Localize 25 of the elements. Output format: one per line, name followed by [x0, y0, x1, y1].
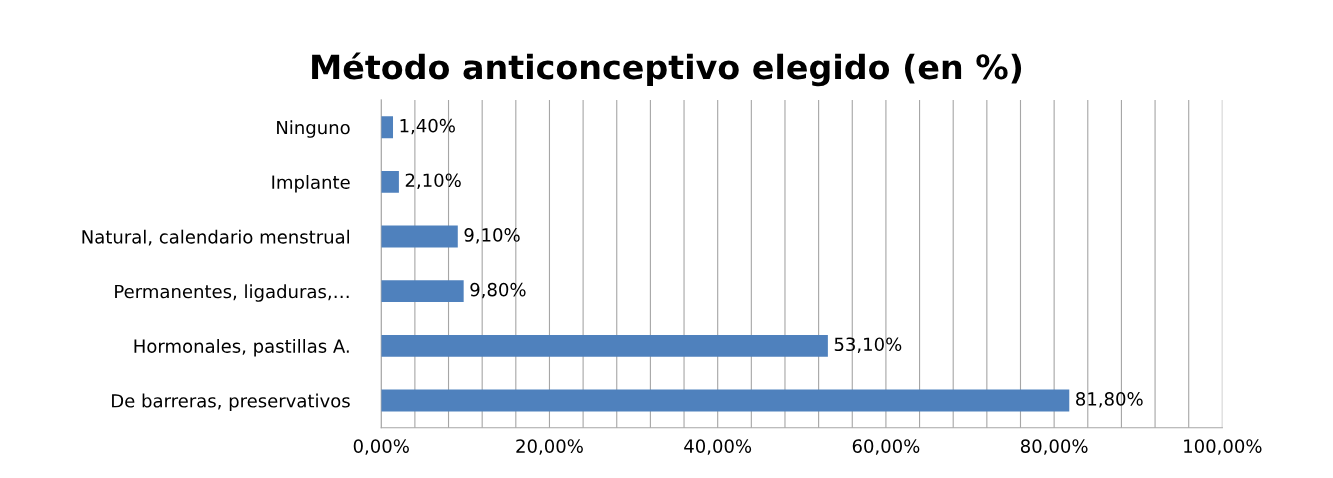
x-tick-label: 60,00%: [852, 439, 920, 455]
chart-title: Método anticonceptivo elegido (en %): [312, 52, 1022, 87]
y-tick-label: De barreras, preservativos: [112, 393, 350, 412]
y-tick-label: Implante: [272, 175, 350, 193]
x-tick-label: 100,00%: [1184, 439, 1262, 455]
data-label: 53,10%: [834, 337, 902, 353]
x-tick-label: 0,00%: [353, 439, 409, 455]
bar: [381, 170, 399, 193]
y-tick-label: Ninguno: [277, 120, 350, 138]
data-label: 9,10%: [464, 228, 520, 244]
data-label: 2,10%: [405, 173, 461, 189]
bar: [381, 280, 464, 303]
x-tick-label: 80,00%: [1020, 439, 1088, 455]
data-label: 9,80%: [470, 282, 526, 299]
y-tick-label: Permanentes, ligaduras,…: [115, 284, 349, 302]
data-label: 1,40%: [400, 118, 455, 135]
y-tick-label: Natural, calendario menstrual: [82, 229, 349, 246]
bar: [381, 389, 1070, 412]
y-tick-label: Hormonales, pastillas A.: [134, 338, 349, 357]
data-label: 81,80%: [1076, 392, 1143, 408]
x-tick-label: 40,00%: [684, 439, 752, 455]
x-tick-label: 20,00%: [516, 439, 583, 455]
bar: [381, 225, 458, 248]
bar: [381, 334, 828, 357]
bar: [381, 116, 394, 139]
